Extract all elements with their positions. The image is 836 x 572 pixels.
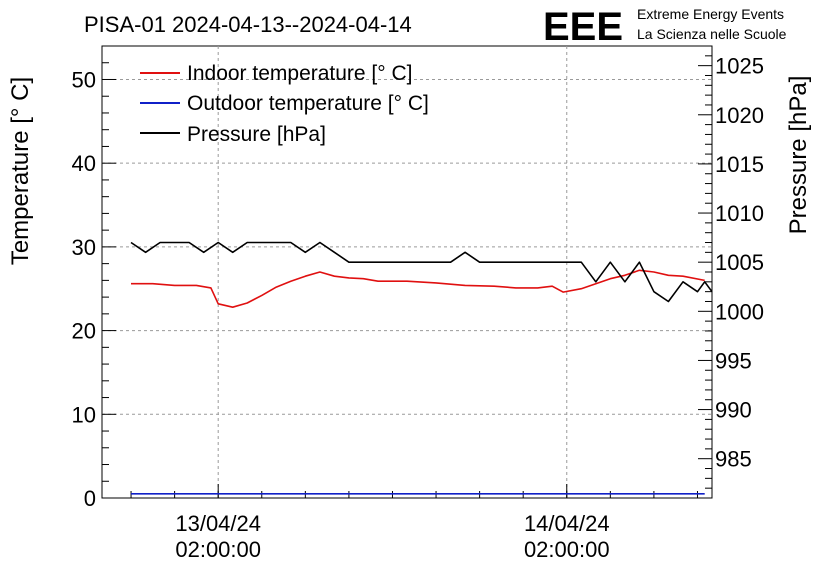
right-tick-label: 1005 — [715, 250, 764, 275]
right-tick-label: 995 — [715, 348, 752, 373]
logo-line2: La Scienza nelle Scuole — [637, 26, 787, 42]
legend: Indoor temperature [° C] Outdoor tempera… — [140, 62, 429, 146]
left-tick-label: 0 — [84, 486, 96, 511]
series-pressure — [130, 241, 713, 303]
right-tick-label: 1015 — [715, 152, 764, 177]
right-tick-label: 1020 — [715, 103, 764, 128]
right-tick-label: 1025 — [715, 54, 764, 79]
logo-text: EEE — [543, 5, 623, 49]
x-tick-label-time: 02:00:00 — [175, 537, 261, 562]
chart-title: PISA-01 2024-04-13--2024-04-14 — [84, 12, 412, 37]
y-axis-right-label: Pressure [hPa] — [785, 76, 812, 235]
right-axis: 985 990 995 1000 1005 1010 1015 1020 1025 — [698, 45, 764, 489]
y-axis-left-label: Temperature [° C] — [7, 77, 34, 265]
x-tick-label-time: 02:00:00 — [524, 537, 610, 562]
x-tick-label-date: 13/04/24 — [175, 511, 261, 536]
right-tick-label: 1000 — [715, 299, 764, 324]
left-tick-label: 20 — [72, 319, 96, 344]
x-tick-label-date: 14/04/24 — [524, 511, 610, 536]
eee-logo: EEE Extreme Energy Events La Scienza nel… — [543, 5, 787, 49]
logo-line1: Extreme Energy Events — [637, 6, 784, 22]
left-tick-label: 30 — [72, 235, 96, 260]
series-layer — [130, 241, 713, 495]
right-tick-label: 990 — [715, 398, 752, 423]
legend-label-pressure: Pressure [hPa] — [187, 123, 326, 146]
right-tick-label: 985 — [715, 447, 752, 472]
left-tick-label: 10 — [72, 402, 96, 427]
series-indoor-temperature — [131, 269, 705, 309]
legend-label-outdoor: Outdoor temperature [° C] — [187, 92, 429, 115]
left-tick-label: 50 — [72, 67, 96, 92]
left-tick-label: 40 — [72, 151, 96, 176]
legend-label-indoor: Indoor temperature [° C] — [187, 62, 413, 85]
left-axis: 0 10 20 30 40 50 — [72, 45, 116, 511]
right-tick-label: 1010 — [715, 201, 764, 226]
